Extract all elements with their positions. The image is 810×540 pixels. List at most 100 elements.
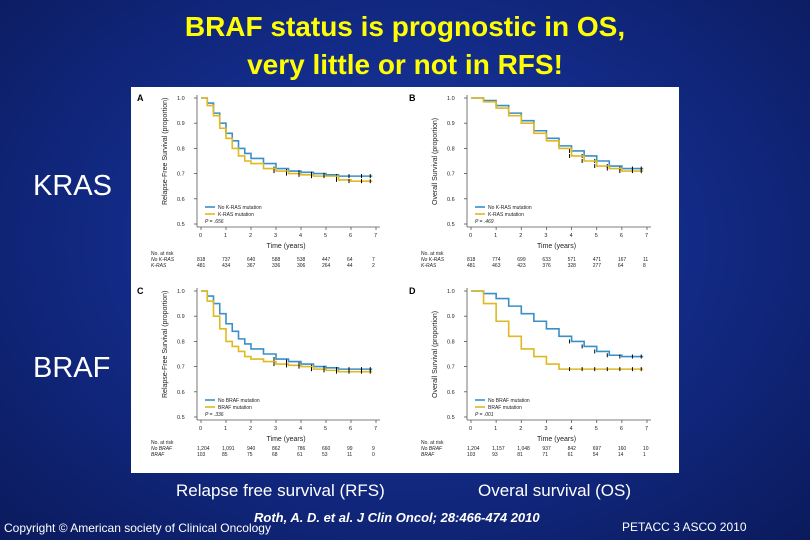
y-tick-label: 0.7 bbox=[177, 172, 185, 178]
y-tick-label: 0.8 bbox=[447, 146, 455, 152]
at-risk-value: 277 bbox=[593, 263, 602, 269]
at-risk-value: 538 bbox=[297, 257, 306, 263]
km-panel-a: A 0.5 0.6 0.7 0.8 0.9 1.0 0 1 2 3 4 5 6 7 Time (years) R… bbox=[137, 93, 380, 269]
at-risk-row-label: No BRAF bbox=[421, 446, 443, 452]
copyright-note: Copyright © American society of Clinical… bbox=[4, 521, 271, 535]
at-risk-value: 167 bbox=[618, 257, 627, 263]
at-risk-header: No. at risk bbox=[421, 440, 444, 446]
y-axis-label: Overall Survival (proportion) bbox=[432, 311, 439, 398]
y-tick-label: 0.7 bbox=[447, 172, 455, 178]
at-risk-value: 699 bbox=[517, 257, 526, 263]
y-tick-label: 0.9 bbox=[447, 121, 455, 127]
x-tick-label: 4 bbox=[299, 233, 302, 239]
km-curve-wild-type bbox=[201, 290, 373, 370]
km-curve-mutation bbox=[471, 97, 644, 172]
at-risk-row-label: K-RAS bbox=[421, 263, 437, 269]
at-risk-value: 103 bbox=[467, 452, 476, 458]
caption-rfs: Relapse free survival (RFS) bbox=[176, 481, 385, 500]
at-risk-value: 367 bbox=[247, 263, 256, 269]
at-risk-value: 75 bbox=[247, 452, 253, 458]
x-tick-label: 0 bbox=[469, 233, 472, 239]
x-tick-label: 1 bbox=[494, 233, 497, 239]
x-tick-label: 5 bbox=[324, 233, 327, 239]
at-risk-row-label: No K-RAS bbox=[421, 257, 445, 263]
km-figure: A 0.5 0.6 0.7 0.8 0.9 1.0 0 1 2 3 4 5 6 7 Time (years) R… bbox=[131, 87, 679, 473]
y-tick-label: 0.9 bbox=[177, 121, 185, 127]
x-tick-label: 2 bbox=[249, 426, 252, 432]
x-tick-label: 2 bbox=[519, 426, 522, 432]
at-risk-value: 68 bbox=[272, 452, 278, 458]
at-risk-row-label: No K-RAS bbox=[151, 257, 175, 263]
at-risk-value: 71 bbox=[542, 452, 548, 458]
at-risk-value: 64 bbox=[618, 263, 624, 269]
y-tick-label: 0.5 bbox=[177, 222, 185, 228]
x-tick-label: 7 bbox=[645, 233, 648, 239]
y-tick-label: 1.0 bbox=[447, 289, 455, 295]
at-risk-value: 1,204 bbox=[197, 446, 210, 452]
y-tick-label: 1.0 bbox=[177, 289, 185, 295]
x-tick-label: 5 bbox=[595, 426, 598, 432]
at-risk-value: 61 bbox=[568, 452, 574, 458]
y-tick-label: 0.9 bbox=[447, 314, 455, 320]
x-tick-label: 4 bbox=[570, 426, 573, 432]
footer-conference: PETACC 3 ASCO 2010 bbox=[622, 520, 747, 534]
km-curve-mutation bbox=[201, 97, 373, 182]
panel-letter: D bbox=[409, 286, 416, 296]
x-tick-label: 0 bbox=[469, 426, 472, 432]
x-tick-label: 0 bbox=[199, 426, 202, 432]
at-risk-value: 1,157 bbox=[492, 446, 505, 452]
at-risk-value: 328 bbox=[568, 263, 577, 269]
at-risk-value: 660 bbox=[322, 446, 331, 452]
p-value-label: P = .656 bbox=[205, 219, 224, 225]
x-tick-label: 6 bbox=[349, 233, 352, 239]
y-tick-label: 0.6 bbox=[177, 390, 185, 396]
citation: Roth, A. D. et al. J Clin Oncol; 28:466-… bbox=[254, 510, 540, 525]
at-risk-value: 774 bbox=[492, 257, 501, 263]
at-risk-value: 737 bbox=[222, 257, 231, 263]
at-risk-value: 160 bbox=[618, 446, 627, 452]
at-risk-value: 64 bbox=[347, 257, 353, 263]
y-tick-label: 0.7 bbox=[177, 365, 185, 371]
at-risk-value: 85 bbox=[222, 452, 228, 458]
at-risk-value: 8 bbox=[643, 263, 646, 269]
at-risk-value: 588 bbox=[272, 257, 281, 263]
at-risk-value: 2 bbox=[372, 263, 375, 269]
x-tick-label: 2 bbox=[249, 233, 252, 239]
at-risk-value: 1,048 bbox=[517, 446, 530, 452]
y-tick-label: 0.7 bbox=[447, 365, 455, 371]
y-axis-label: Relapse-Free Survival (proportion) bbox=[162, 98, 169, 205]
x-tick-label: 1 bbox=[224, 233, 227, 239]
at-risk-header: No. at risk bbox=[421, 251, 444, 257]
at-risk-row-label: BRAF bbox=[421, 452, 435, 458]
at-risk-value: 11 bbox=[347, 452, 352, 458]
at-risk-value: 571 bbox=[568, 257, 577, 263]
at-risk-header: No. at risk bbox=[151, 251, 174, 257]
at-risk-value: 0 bbox=[372, 452, 375, 458]
x-axis-label: Time (years) bbox=[537, 436, 576, 443]
legend-label: K-RAS mutation bbox=[218, 212, 254, 218]
y-tick-label: 1.0 bbox=[447, 96, 455, 102]
x-tick-label: 1 bbox=[224, 426, 227, 432]
x-axis-label: Time (years) bbox=[267, 243, 306, 250]
legend-label: No BRAF mutation bbox=[218, 398, 260, 404]
y-tick-label: 0.8 bbox=[177, 339, 185, 345]
x-tick-label: 4 bbox=[570, 233, 573, 239]
at-risk-value: 336 bbox=[272, 263, 281, 269]
at-risk-value: 93 bbox=[492, 452, 498, 458]
at-risk-value: 14 bbox=[618, 452, 624, 458]
at-risk-value: 481 bbox=[197, 263, 206, 269]
at-risk-value: 423 bbox=[517, 263, 526, 269]
at-risk-row-label: BRAF bbox=[151, 452, 165, 458]
x-tick-label: 1 bbox=[494, 426, 497, 432]
x-tick-label: 7 bbox=[645, 426, 648, 432]
x-axis-label: Time (years) bbox=[537, 243, 576, 250]
km-curve-wild-type bbox=[471, 290, 644, 358]
at-risk-value: 1,091 bbox=[222, 446, 235, 452]
at-risk-value: 9 bbox=[372, 446, 375, 452]
legend-label: BRAF mutation bbox=[218, 405, 252, 411]
at-risk-value: 937 bbox=[542, 446, 551, 452]
km-panel-c: C 0.5 0.6 0.7 0.8 0.9 1.0 0 1 2 3 4 5 6 7 Time (years) R… bbox=[137, 286, 380, 458]
panel-letter: A bbox=[137, 93, 144, 103]
row-label-kras: KRAS bbox=[33, 170, 112, 202]
title-line-2: very little or not in RFS! bbox=[247, 49, 563, 80]
